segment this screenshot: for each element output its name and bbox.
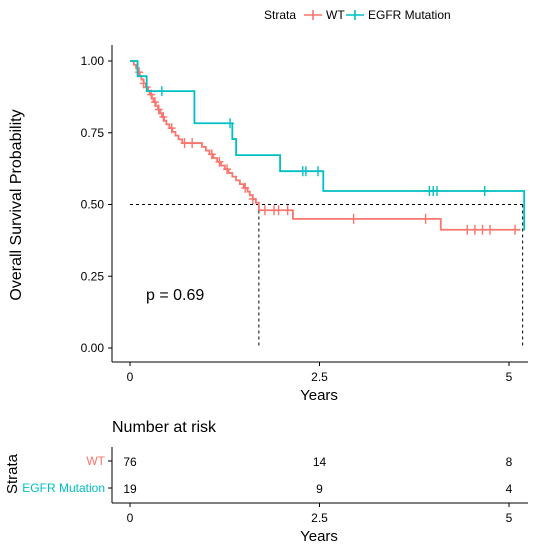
risk-table-title: Number at risk <box>112 419 217 436</box>
risk-row-label-egfr: EGFR Mutation <box>22 481 105 495</box>
survival-curves <box>130 60 526 235</box>
y-axis-label: Overall Survival Probability <box>8 109 25 300</box>
risk-table-x-label: Years <box>300 528 338 545</box>
risk-count-wt: 76 <box>123 455 137 469</box>
x-axis-label: Years <box>300 387 338 404</box>
risk-count-wt: 8 <box>506 455 513 469</box>
risk-table: Number at risk Strata WT 76 14 8 EGFR Mutati… <box>4 419 528 545</box>
risk-x-tick-label: 5 <box>506 511 513 525</box>
survival-plot: Overall Survival Probability 0.00 0.25 0.5… <box>8 45 528 404</box>
x-tick-label: 2.5 <box>311 370 328 384</box>
risk-count-wt: 14 <box>313 455 327 469</box>
risk-x-tick-label: 2.5 <box>311 511 328 525</box>
y-tick-label: 1.00 <box>81 54 105 68</box>
y-tick-label: 0.00 <box>81 341 105 355</box>
risk-table-rows: WT 76 14 8 EGFR Mutation 19 9 4 <box>22 454 512 496</box>
risk-table-y-label: Strata <box>4 453 21 494</box>
y-ticks: 0.00 0.25 0.50 0.75 1.00 <box>81 54 112 355</box>
risk-count-egfr: 9 <box>316 482 323 496</box>
y-tick-label: 0.25 <box>81 269 105 283</box>
x-tick-label: 5 <box>506 370 513 384</box>
x-ticks: 0 2.5 5 <box>127 362 513 384</box>
y-tick-label: 0.50 <box>81 198 105 212</box>
risk-table-x-ticks: 0 2.5 5 <box>127 503 513 525</box>
x-tick-label: 0 <box>127 370 134 384</box>
p-value-annotation: p = 0.69 <box>146 287 204 304</box>
curve-egfr <box>130 60 526 231</box>
y-tick-label: 0.75 <box>81 126 105 140</box>
risk-x-tick-label: 0 <box>127 511 134 525</box>
median-lines <box>130 204 524 348</box>
legend-title: Strata <box>264 8 296 22</box>
risk-row-label-wt: WT <box>86 454 105 468</box>
legend: Strata WT EGFR Mutation <box>264 8 451 22</box>
risk-count-egfr: 4 <box>506 482 513 496</box>
legend-wt-label: WT <box>326 8 345 22</box>
legend-egfr-label: EGFR Mutation <box>368 8 451 22</box>
risk-count-egfr: 19 <box>123 482 137 496</box>
